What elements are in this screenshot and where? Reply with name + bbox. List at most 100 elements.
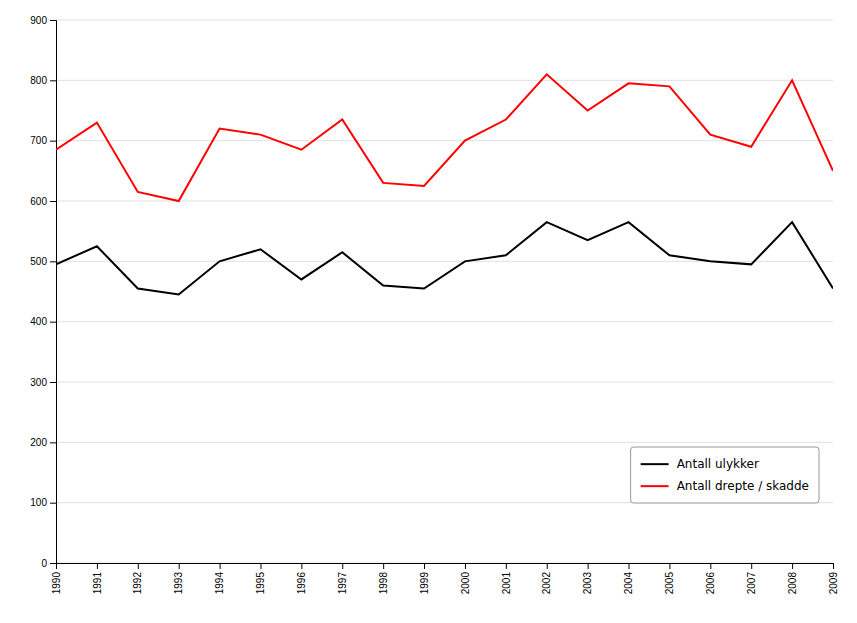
x-tick: 1991 [92, 563, 103, 594]
x-tick-mark [465, 563, 466, 569]
grid-line [56, 140, 833, 141]
legend-label: Antall ulykker [677, 457, 759, 471]
x-tick-label: 1997 [337, 572, 348, 595]
x-tick-label: 1992 [132, 572, 143, 595]
x-axis-line [57, 564, 834, 570]
grid-line [56, 321, 833, 322]
y-tick: 300 [30, 377, 56, 388]
legend-swatch [641, 463, 669, 465]
x-tick-label: 1998 [378, 572, 389, 595]
x-tick-label: 1999 [419, 572, 430, 595]
x-tick: 2007 [746, 563, 757, 594]
y-tick-label: 400 [30, 316, 47, 327]
x-tick: 1992 [132, 563, 143, 594]
x-tick: 2001 [501, 563, 512, 594]
x-tick: 2003 [582, 563, 593, 594]
y-tick-mark [50, 141, 56, 142]
y-tick: 700 [30, 135, 56, 146]
x-tick-label: 2001 [501, 572, 512, 595]
y-tick-label: 200 [30, 437, 47, 448]
y-tick-label: 800 [30, 75, 47, 86]
x-tick-mark [97, 563, 98, 569]
legend-label: Antall drepte / skadde [677, 479, 809, 493]
x-tick-label: 2003 [582, 572, 593, 595]
x-tick: 1994 [214, 563, 225, 594]
x-tick: 1996 [296, 563, 307, 594]
grid-line [56, 80, 833, 81]
x-tick-mark [220, 563, 221, 569]
y-tick-mark [50, 442, 56, 443]
y-tick-mark [50, 322, 56, 323]
x-tick-label: 2006 [705, 572, 716, 595]
x-tick: 2005 [664, 563, 675, 594]
y-tick-mark [50, 382, 56, 383]
x-tick-mark [833, 563, 834, 569]
grid-line [56, 442, 833, 443]
x-tick-label: 2004 [623, 572, 634, 595]
y-tick-label: 700 [30, 135, 47, 146]
x-tick-mark [547, 563, 548, 569]
x-tick-label: 2000 [460, 572, 471, 595]
y-tick: 0 [41, 558, 56, 569]
x-tick-mark [342, 563, 343, 569]
y-tick-label: 300 [30, 377, 47, 388]
grid [56, 20, 833, 563]
x-tick-label: 1991 [92, 572, 103, 595]
grid-line [56, 382, 833, 383]
x-tick-label: 2002 [541, 572, 552, 595]
x-tick-mark [260, 563, 261, 569]
y-tick: 600 [30, 196, 56, 207]
y-tick: 800 [30, 75, 56, 86]
x-tick: 2008 [787, 563, 798, 594]
y-tick: 900 [30, 15, 56, 26]
y-tick-mark [50, 261, 56, 262]
x-tick: 2000 [460, 563, 471, 594]
x-tick: 1998 [378, 563, 389, 594]
x-tick-mark [424, 563, 425, 569]
y-tick-mark [50, 80, 56, 81]
x-tick: 2002 [541, 563, 552, 594]
y-tick-mark [50, 563, 56, 564]
x-tick-mark [383, 563, 384, 569]
x-tick-mark [629, 563, 630, 569]
legend: Antall ulykker Antall drepte / skadde [631, 447, 819, 503]
x-tick-label: 1990 [51, 572, 62, 595]
y-tick-mark [50, 503, 56, 504]
y-tick: 400 [30, 316, 56, 327]
legend-box [631, 447, 819, 503]
y-tick-mark [50, 201, 56, 202]
legend-item: Antall ulykker [641, 457, 759, 471]
y-tick: 500 [30, 256, 56, 267]
y-tick-mark [50, 20, 56, 21]
x-tick-label: 1993 [173, 572, 184, 595]
chart: 1990 1991 1992 1993 1994 1995 1996 1997 1998 1999… [0, 0, 857, 623]
series-line [56, 74, 833, 201]
legend-item: Antall drepte / skadde [641, 479, 809, 493]
y-tick: 200 [30, 437, 56, 448]
x-tick-mark [138, 563, 139, 569]
x-tick-label: 2009 [828, 572, 839, 595]
x-tick: 1995 [255, 563, 266, 594]
y-tick-label: 100 [30, 497, 47, 508]
x-tick-mark [588, 563, 589, 569]
x-tick-label: 2008 [787, 572, 798, 595]
x-tick-mark [792, 563, 793, 569]
x-axis: 1990 1991 1992 1993 1994 1995 1996 1997 1998 1999… [51, 563, 839, 594]
y-axis-line [50, 21, 57, 564]
y-axis: 0 100 200 300 400 500 600 700 800 900 [30, 15, 56, 569]
x-tick: 2009 [828, 563, 839, 594]
x-tick-label: 1995 [255, 572, 266, 595]
y-tick: 100 [30, 497, 56, 508]
series-group [56, 74, 833, 294]
x-tick: 1997 [337, 563, 348, 594]
x-tick-label: 2007 [746, 572, 757, 595]
plot: 1990 1991 1992 1993 1994 1995 1996 1997 1998 1999… [30, 15, 838, 595]
series-line [56, 222, 833, 294]
grid-line [56, 20, 833, 21]
x-tick-mark [710, 563, 711, 569]
x-tick: 1999 [419, 563, 430, 594]
x-tick-label: 1996 [296, 572, 307, 595]
x-tick-mark [506, 563, 507, 569]
x-tick-mark [669, 563, 670, 569]
x-tick: 1993 [173, 563, 184, 594]
